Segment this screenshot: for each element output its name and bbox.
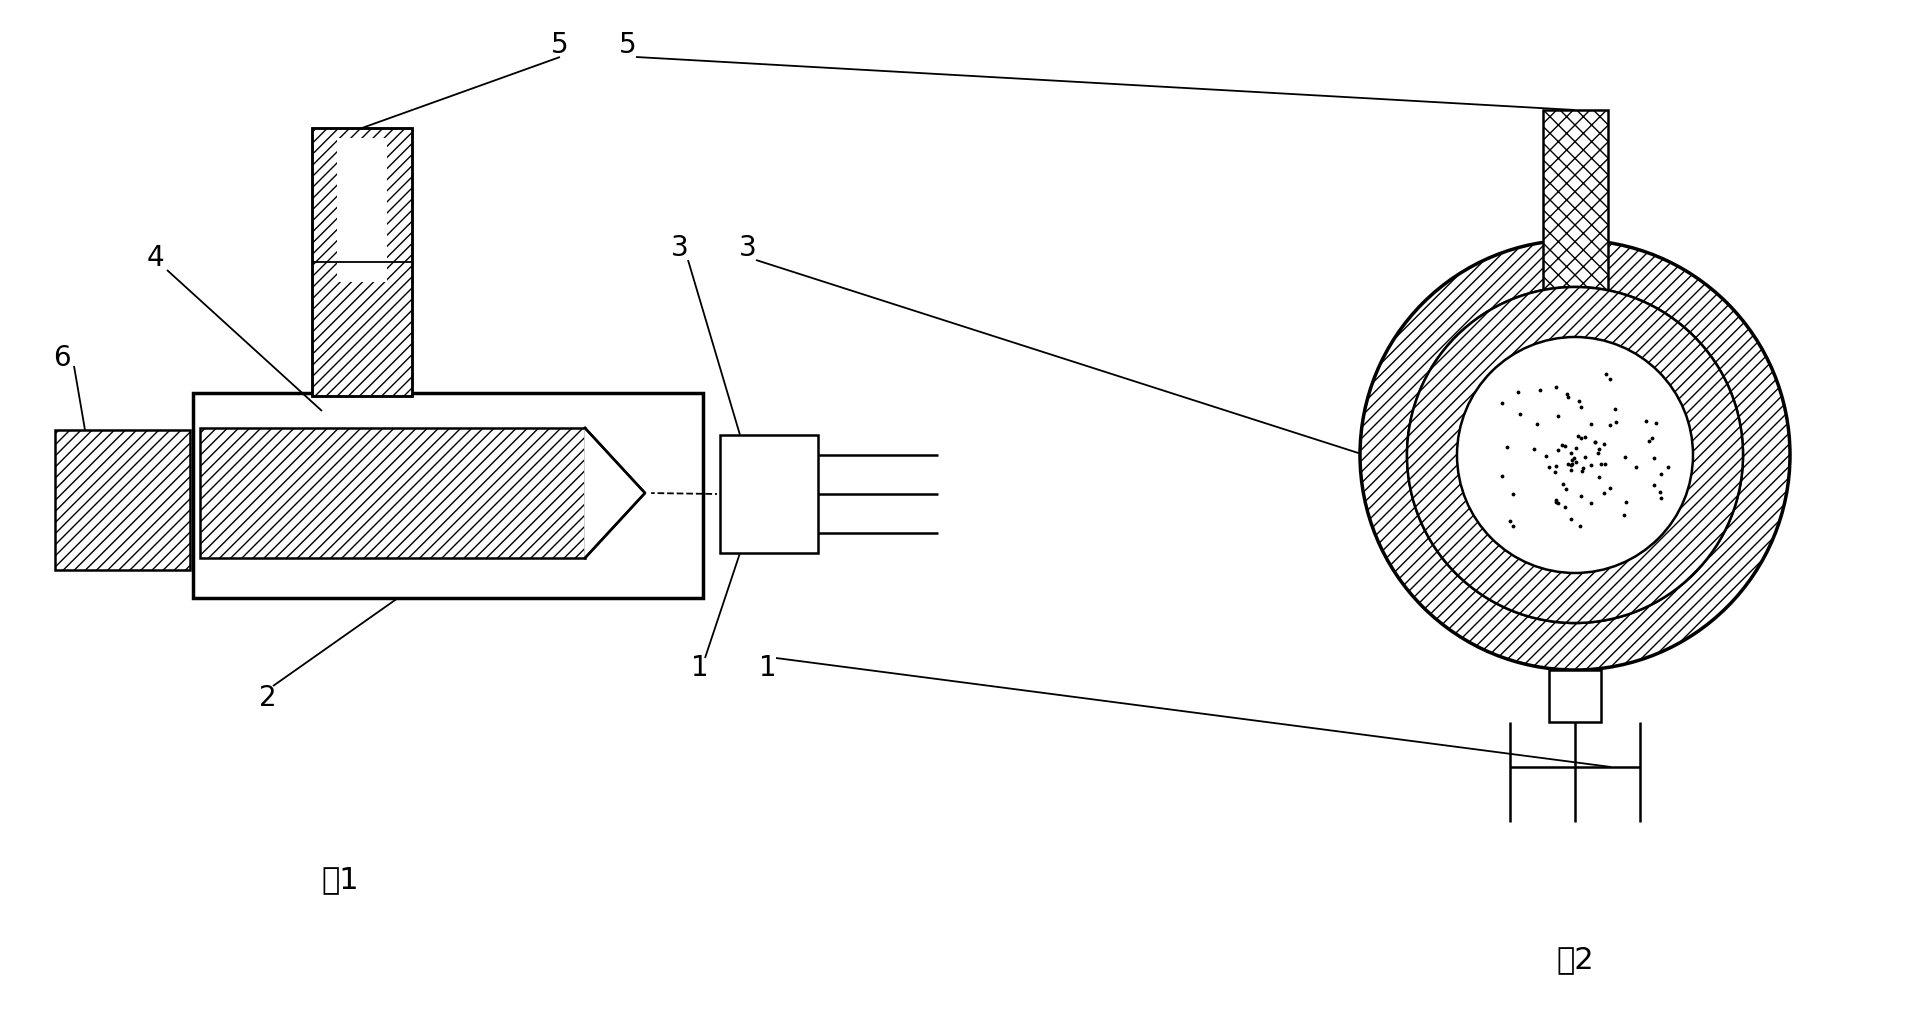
Bar: [200, 428, 585, 558]
Bar: [1548, 670, 1600, 722]
Ellipse shape: [1405, 287, 1743, 623]
Text: 3: 3: [671, 234, 688, 262]
Polygon shape: [585, 430, 650, 556]
Ellipse shape: [1360, 240, 1789, 670]
Text: 1: 1: [690, 654, 707, 682]
Bar: [313, 128, 412, 396]
Bar: [1543, 110, 1608, 340]
Text: 图2: 图2: [1556, 945, 1592, 975]
Ellipse shape: [1457, 337, 1692, 573]
Text: 6: 6: [53, 344, 71, 372]
Text: 5: 5: [620, 31, 637, 59]
Text: 5: 5: [551, 31, 568, 59]
Bar: [313, 128, 412, 396]
Text: 4: 4: [147, 244, 164, 272]
Ellipse shape: [1405, 287, 1743, 623]
Text: 图1: 图1: [320, 866, 359, 895]
Text: 2: 2: [259, 684, 277, 712]
Text: 1: 1: [759, 654, 776, 682]
Bar: [338, 138, 387, 282]
Bar: [193, 393, 702, 598]
Bar: [719, 435, 818, 553]
Bar: [55, 430, 191, 570]
Text: 3: 3: [738, 234, 757, 262]
Polygon shape: [585, 428, 645, 558]
